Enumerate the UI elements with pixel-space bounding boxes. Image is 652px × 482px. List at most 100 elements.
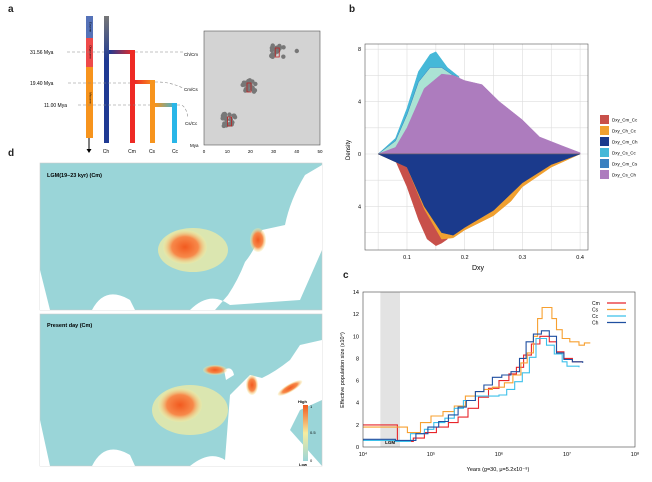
legend-label: Dxy_Cm_Cs: [612, 162, 638, 167]
x-tick-label: 10: [225, 149, 231, 154]
epoch-label: Miocene: [89, 92, 93, 104]
x-tick-label: 0.3: [519, 255, 527, 261]
pair-label: Cm/Cs: [184, 87, 198, 92]
plot-frame: [362, 291, 636, 448]
y-tick-label: 2: [356, 423, 359, 429]
taxon-label: Cm: [128, 149, 136, 155]
branch-ch: [104, 16, 109, 143]
x-axis-label: Mya: [190, 143, 199, 148]
taxon-label: Cs: [149, 149, 156, 155]
estimate-box: [246, 82, 252, 93]
taxon-label: Ch: [103, 149, 110, 155]
lgm-label: LGM: [385, 440, 395, 445]
legend-swatch: [600, 170, 609, 179]
legend-swatch: [600, 137, 609, 146]
branch-cs: [150, 80, 155, 143]
scatter-point: [231, 113, 236, 118]
x-axis-label: Dxy: [472, 265, 485, 272]
branch-cm: [130, 50, 135, 143]
x-tick-label: 10⁴: [359, 451, 368, 458]
pair-label: Ch/Cm: [184, 52, 198, 57]
panel-label-d: d: [8, 148, 15, 159]
scatter-point: [269, 53, 274, 59]
legend-swatch: [600, 148, 609, 157]
psmc-line-cm: [363, 335, 583, 443]
x-tick-label: 0.4: [576, 255, 584, 261]
scatter-point: [222, 111, 228, 117]
scatter-point: [227, 112, 232, 117]
ocean-region: [40, 165, 322, 310]
legend-label: Dxy_Cs_Cc: [612, 151, 637, 156]
map-title: Present day (Cm): [47, 323, 92, 329]
epoch-label: Eocene: [89, 22, 93, 33]
epoch-miocene: [86, 67, 93, 138]
suitability-hotspot: [158, 388, 202, 422]
epoch-eocene: [86, 16, 93, 38]
taxon-label: Cc: [172, 149, 179, 155]
epoch-label: Oligocene: [89, 45, 93, 59]
x-tick-label: 0.2: [461, 255, 469, 261]
y-tick-label: 12: [353, 312, 359, 318]
lgm-band: [380, 292, 400, 447]
scatter-point: [247, 78, 252, 83]
legend-swatch: [600, 115, 609, 124]
y-tick-label: 4: [358, 204, 361, 210]
suitability-hotspot: [277, 380, 303, 396]
colorbar: [303, 405, 308, 461]
panel-d-maps: LGM(19–23 kyr) (Cm) Present day (Cm) Hig…: [39, 162, 323, 467]
epoch-oligocene: [86, 38, 93, 67]
panel-label-a: a: [8, 4, 14, 15]
ocean-region: [40, 340, 322, 466]
scatter-point: [281, 45, 286, 50]
y-tick-label: 0: [356, 445, 359, 451]
y-tick-label: 14: [353, 290, 359, 296]
colorbar-tick: 0.5: [310, 430, 316, 435]
colorbar-low: Low: [299, 462, 308, 467]
split-cm-cs: [135, 80, 154, 84]
pair-label: Cs/Cc: [185, 121, 198, 126]
x-tick-label: 50: [317, 149, 323, 154]
legend-swatch: [600, 126, 609, 135]
scatter-point: [294, 48, 299, 54]
x-axis-label: Years (g=30, μ=5.2x10⁻⁹): [467, 466, 530, 473]
density-area-dxy_cs_ch: [378, 73, 581, 155]
scatter-point: [223, 115, 228, 120]
panel-label-c: c: [343, 270, 349, 281]
y-axis-label: Density: [346, 140, 352, 160]
node-age-label: 31.56 Mya: [30, 50, 54, 56]
psmc-line-cc: [363, 337, 580, 443]
legend-label: Cs: [592, 308, 599, 314]
y-tick-label: 4: [358, 100, 361, 106]
psmc-line-ch: [363, 330, 584, 441]
scatter-point: [253, 81, 258, 87]
x-tick-label: 10⁸: [631, 451, 639, 458]
x-tick-label: 30: [271, 149, 277, 154]
suitability-hotspot: [250, 228, 266, 252]
legend-swatch: [600, 159, 609, 168]
y-tick-label: 4: [356, 401, 359, 407]
suitability-hotspot: [163, 230, 207, 264]
x-tick-label: 10⁶: [495, 451, 503, 458]
panel-label-b: b: [349, 4, 356, 15]
legend-label: Ch: [592, 321, 599, 327]
y-tick-label: 10: [353, 334, 359, 340]
suitability-hotspot: [246, 375, 258, 395]
density-area-dxy_cm_ch: [377, 153, 581, 236]
node-age-label: 19.40 Mya: [30, 81, 54, 87]
x-tick-label: 10⁷: [563, 451, 571, 458]
map-present: Present day (Cm) High Low 1 0.5 0: [39, 313, 323, 467]
colorbar-tick: 1: [310, 404, 313, 409]
scatter-point: [270, 43, 275, 48]
panel-a-chart: Eocene Oligocene Miocene Ch Cm Cs Cc 31.…: [30, 16, 323, 155]
node-connector-lines: [67, 51, 189, 119]
legend-label: Dxy_Cs_Ch: [612, 173, 637, 178]
split-cs-cc: [155, 103, 177, 107]
x-tick-label: 20: [248, 149, 254, 154]
map-lgm: LGM(19–23 kyr) (Cm): [39, 162, 323, 311]
legend-label: Cc: [592, 314, 599, 320]
x-tick-label: 40: [294, 149, 300, 154]
y-tick-label: 8: [356, 356, 359, 362]
legend-label: Dxy_Cm_Ch: [612, 140, 638, 145]
